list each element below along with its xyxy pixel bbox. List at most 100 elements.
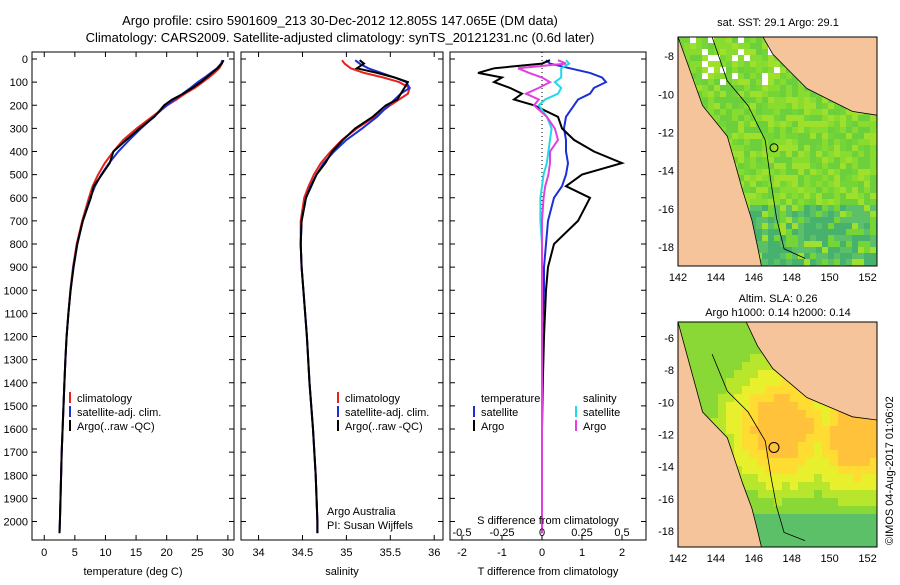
field-cell — [762, 175, 768, 181]
field-cell — [816, 169, 822, 175]
field-cell — [780, 187, 786, 193]
field-cell — [742, 418, 750, 426]
field-cell — [828, 217, 834, 223]
ytick-label: 1300 — [4, 355, 28, 367]
ytick-label: 600 — [10, 193, 28, 205]
field-cell — [756, 121, 762, 127]
field-cell — [828, 241, 834, 247]
field-cell — [828, 163, 834, 169]
field-cell — [846, 522, 854, 530]
field-cell — [768, 187, 774, 193]
field-cell — [814, 442, 822, 450]
field-cell — [766, 418, 774, 426]
field-cell — [718, 386, 726, 394]
field-cell — [822, 482, 830, 490]
field-cell — [758, 474, 766, 482]
field-cell — [750, 73, 756, 79]
field-cell — [790, 402, 798, 410]
field-cell — [702, 91, 708, 97]
field-cell — [774, 79, 780, 85]
field-cell — [816, 139, 822, 145]
field-cell — [828, 145, 834, 151]
field-cell — [806, 482, 814, 490]
ytick-label: 1900 — [4, 493, 28, 505]
field-cell — [798, 458, 806, 466]
field-cell — [750, 55, 756, 61]
map-ytick-label: -18 — [658, 242, 674, 254]
map-xtick-label: 146 — [745, 553, 763, 565]
field-cell — [756, 49, 762, 55]
field-cell — [804, 115, 810, 121]
field-cell — [810, 121, 816, 127]
field-cell — [742, 338, 750, 346]
field-cell — [762, 79, 768, 85]
field-cell — [718, 370, 726, 378]
field-cell — [822, 151, 828, 157]
field-cell — [732, 55, 738, 61]
field-cell — [798, 247, 804, 253]
field-cell — [782, 530, 790, 538]
field-cell — [756, 127, 762, 133]
field-cell — [708, 37, 714, 43]
field-cell — [822, 169, 828, 175]
field-cell — [774, 91, 780, 97]
field-cell — [708, 109, 714, 115]
x2tick-label: -0.25 — [489, 527, 514, 539]
field-cell — [750, 490, 758, 498]
field-cell — [864, 229, 870, 235]
field-cell — [714, 115, 720, 121]
legend-satellite: satellite-adj. clim. — [345, 407, 429, 419]
field-cell — [750, 67, 756, 73]
field-cell — [714, 91, 720, 97]
field-cell — [810, 151, 816, 157]
field-cell — [774, 426, 782, 434]
field-cell — [798, 139, 804, 145]
field-cell — [726, 109, 732, 115]
field-cell — [806, 410, 814, 418]
field-cell — [834, 241, 840, 247]
field-cell — [766, 482, 774, 490]
field-cell — [718, 418, 726, 426]
field-cell — [870, 450, 877, 458]
field-cell — [814, 538, 822, 546]
field-cell — [762, 97, 768, 103]
sla-map-frame — [677, 321, 878, 548]
field-cell — [756, 235, 762, 241]
field-cell — [806, 506, 814, 514]
field-cell — [858, 229, 864, 235]
field-cell — [828, 181, 834, 187]
field-cell — [804, 139, 810, 145]
field-cell — [768, 85, 774, 91]
field-cell — [762, 109, 768, 115]
field-cell — [744, 37, 750, 43]
field-cell — [738, 73, 744, 79]
field-cell — [738, 151, 744, 157]
field-cell — [786, 103, 792, 109]
field-cell — [822, 97, 828, 103]
field-cell — [750, 163, 756, 169]
field-cell — [774, 199, 780, 205]
xtick-label: 20 — [161, 547, 173, 559]
field-cell — [766, 530, 774, 538]
field-cell — [822, 259, 828, 265]
field-cell — [750, 410, 758, 418]
field-cell — [708, 49, 714, 55]
field-cell — [726, 121, 732, 127]
field-cell — [768, 73, 774, 79]
field-cell — [702, 79, 708, 85]
field-cell — [678, 37, 684, 43]
field-cell — [864, 211, 870, 217]
xtick-label: 0 — [539, 547, 545, 559]
field-cell — [792, 175, 798, 181]
field-cell — [798, 538, 806, 546]
field-cell — [774, 253, 780, 259]
field-cell — [786, 169, 792, 175]
field-cell — [686, 338, 694, 346]
field-cell — [828, 199, 834, 205]
field-cell — [750, 199, 756, 205]
field-cell — [840, 259, 846, 265]
field-cell — [702, 362, 710, 370]
field-cell — [694, 362, 702, 370]
field-cell — [756, 139, 762, 145]
field-cell — [858, 253, 864, 259]
